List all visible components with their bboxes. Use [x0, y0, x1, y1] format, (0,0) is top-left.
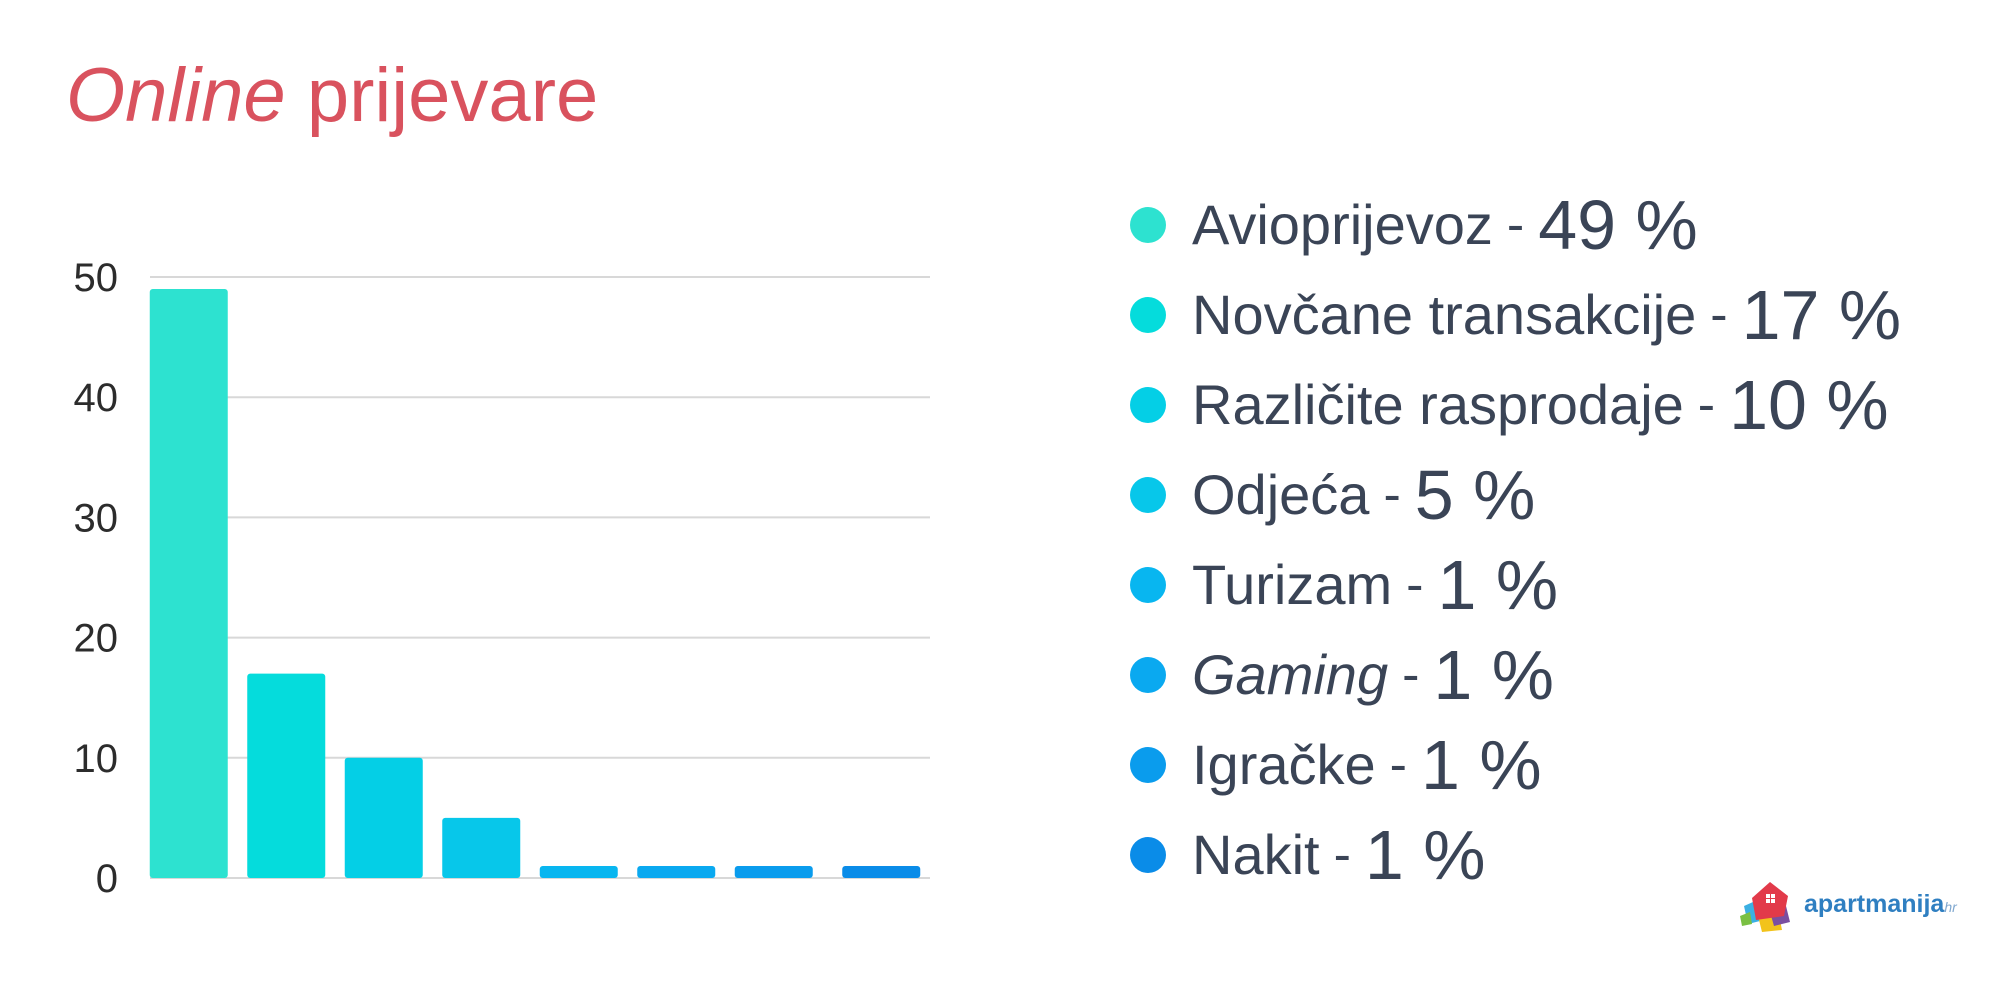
legend-value: 17 %	[1741, 276, 1902, 354]
bar-igračke	[734, 865, 813, 878]
legend-value: 10 %	[1729, 366, 1889, 444]
title-italic: Online	[66, 53, 286, 138]
legend-label: Odjeća	[1192, 463, 1370, 526]
bar-novčane-transakcije	[247, 673, 326, 878]
legend-separator: -	[1506, 196, 1525, 254]
legend-item: Različite rasprodaje -10 %	[1130, 360, 1901, 450]
logo-tld: hr	[1944, 898, 1957, 915]
logo-wordmark: apartmanijahr	[1804, 890, 1957, 919]
bar-različite-rasprodaje	[344, 757, 423, 878]
legend-item: Odjeća -5 %	[1130, 450, 1901, 540]
legend-separator: -	[1710, 286, 1728, 344]
legend-dot-icon	[1130, 657, 1166, 693]
legend-item: Igračke -1 %	[1130, 720, 1901, 810]
legend-item: Nakit -1 %	[1130, 810, 1901, 900]
legend-item: Gaming -1 %	[1130, 630, 1901, 720]
legend-item: Turizam -1 %	[1130, 540, 1901, 630]
bar-avioprijevoz	[149, 289, 228, 878]
y-tick-label: 10	[74, 737, 119, 781]
legend-value: 5 %	[1414, 456, 1536, 534]
legend-dot-icon	[1130, 747, 1166, 783]
legend-dot-icon	[1130, 387, 1166, 423]
y-tick-label: 50	[74, 256, 119, 300]
legend-label: Različite rasprodaje	[1192, 373, 1684, 436]
chart-legend: Avioprijevoz -49 % Novčane transakcije -17 …	[1130, 180, 1901, 900]
chart-bars	[149, 289, 921, 878]
bar-turizam	[539, 865, 618, 878]
brand-logo: apartmanijahr	[1740, 876, 1957, 932]
legend-label: Novčane transakcije	[1192, 283, 1697, 346]
legend-dot-icon	[1130, 837, 1166, 873]
legend-value: 49 %	[1538, 186, 1698, 264]
house-logo-icon	[1740, 882, 1790, 932]
legend-dot-icon	[1130, 477, 1166, 513]
y-tick-label: 40	[74, 376, 119, 420]
legend-separator: -	[1389, 736, 1407, 794]
legend-item: Avioprijevoz -49 %	[1130, 180, 1901, 270]
legend-separator: -	[1402, 646, 1420, 704]
y-axis-ticks: 0 10 20 30 40 50	[74, 256, 119, 901]
legend-value: 1 %	[1437, 546, 1559, 624]
legend-value: 1 %	[1364, 816, 1486, 894]
legend-label: Avioprijevoz	[1192, 193, 1493, 256]
bar-chart: 0 10 20 30 40 50	[74, 256, 930, 901]
y-tick-label: 30	[74, 496, 119, 540]
y-tick-label: 0	[96, 857, 118, 901]
legend-label: Turizam	[1192, 553, 1393, 616]
logo-name: apartmanija	[1804, 889, 1945, 918]
legend-dot-icon	[1130, 207, 1166, 243]
y-tick-label: 20	[74, 617, 119, 661]
legend-separator: -	[1383, 466, 1401, 524]
bar-gaming	[637, 865, 716, 878]
bar-odjeća	[442, 817, 521, 878]
legend-value: 1 %	[1420, 726, 1542, 804]
legend-item: Novčane transakcije -17 %	[1130, 270, 1901, 360]
legend-label: Igračke	[1192, 733, 1376, 796]
legend-separator: -	[1697, 376, 1716, 434]
page-title: Online prijevare	[66, 58, 598, 134]
bar-nakit	[842, 865, 921, 878]
title-rest: prijevare	[306, 53, 599, 138]
legend-dot-icon	[1130, 567, 1166, 603]
legend-label: Gaming	[1192, 643, 1389, 706]
legend-value: 1 %	[1433, 636, 1555, 714]
legend-separator: -	[1333, 826, 1351, 884]
legend-label: Nakit	[1192, 823, 1320, 886]
legend-dot-icon	[1130, 297, 1166, 333]
legend-separator: -	[1406, 556, 1424, 614]
